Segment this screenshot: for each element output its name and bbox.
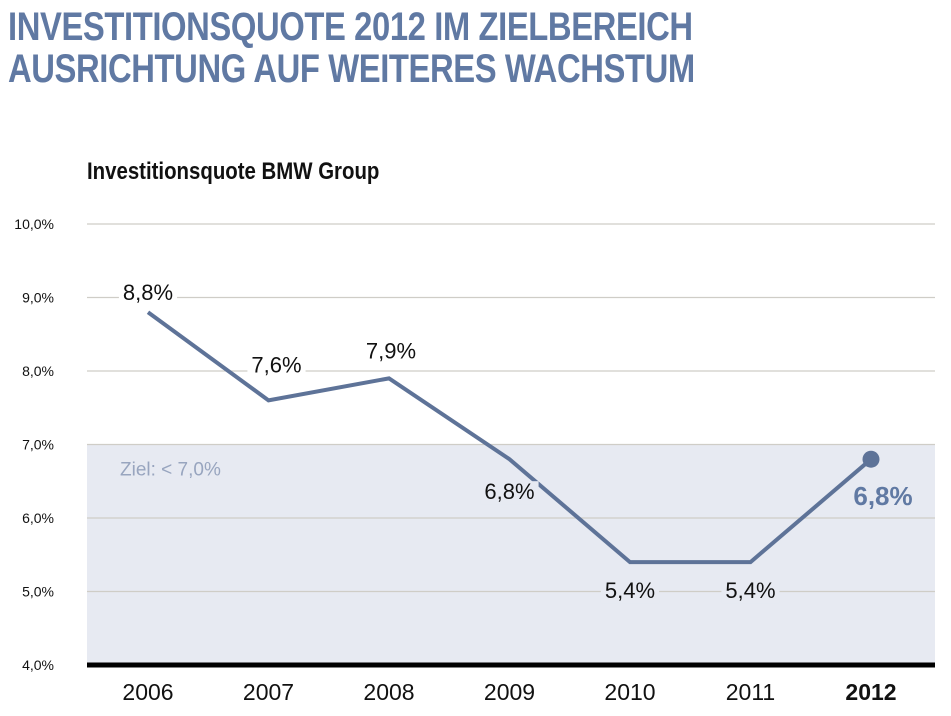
target-label: Ziel: < 7,0%	[120, 460, 221, 481]
y-tick-label: 6,0%	[22, 510, 54, 526]
data-label-backing	[480, 481, 539, 505]
x-tick-label: 2006	[122, 679, 173, 705]
x-tick-label: 2007	[243, 679, 294, 705]
data-label: 5,4%	[725, 578, 775, 603]
y-tick-label: 7,0%	[22, 437, 54, 453]
headline-line-1: INVESTITIONSQUOTE 2012 IM ZIELBEREICH	[8, 5, 693, 49]
headline-line-2: AUSRICHTUNG AUF WEITERES WACHSTUM	[8, 47, 695, 91]
chart-title: Investitionsquote BMW Group	[87, 158, 380, 185]
x-tick-label: 2009	[484, 679, 535, 705]
y-tick-label: 8,0%	[22, 363, 54, 379]
y-tick-label: 10,0%	[14, 216, 54, 232]
data-label: 6,8%	[484, 479, 534, 504]
page-headline: INVESTITIONSQUOTE 2012 IM ZIELBEREICH AU…	[8, 6, 695, 90]
data-label: 8,8%	[123, 280, 173, 305]
x-tick-label: 2010	[604, 679, 655, 705]
y-tick-label: 5,0%	[22, 584, 54, 600]
series-line	[146, 310, 873, 565]
data-label-backing	[721, 580, 780, 604]
data-label: 6,8%	[853, 481, 912, 511]
data-label-backing	[118, 282, 178, 306]
data-label: 5,4%	[605, 578, 655, 603]
x-tick-label: 2012	[845, 679, 896, 705]
y-tick-label: 9,0%	[22, 290, 54, 306]
data-label-backing	[247, 354, 306, 378]
data-label: 7,6%	[251, 352, 301, 377]
y-tick-label: 4,0%	[22, 657, 54, 673]
data-label: 7,9%	[366, 338, 416, 363]
data-label-backing	[361, 340, 421, 364]
data-label-backing	[600, 580, 660, 604]
data-point-highlight	[862, 450, 880, 468]
x-tick-label: 2011	[726, 679, 775, 705]
x-tick-label: 2008	[363, 679, 414, 705]
